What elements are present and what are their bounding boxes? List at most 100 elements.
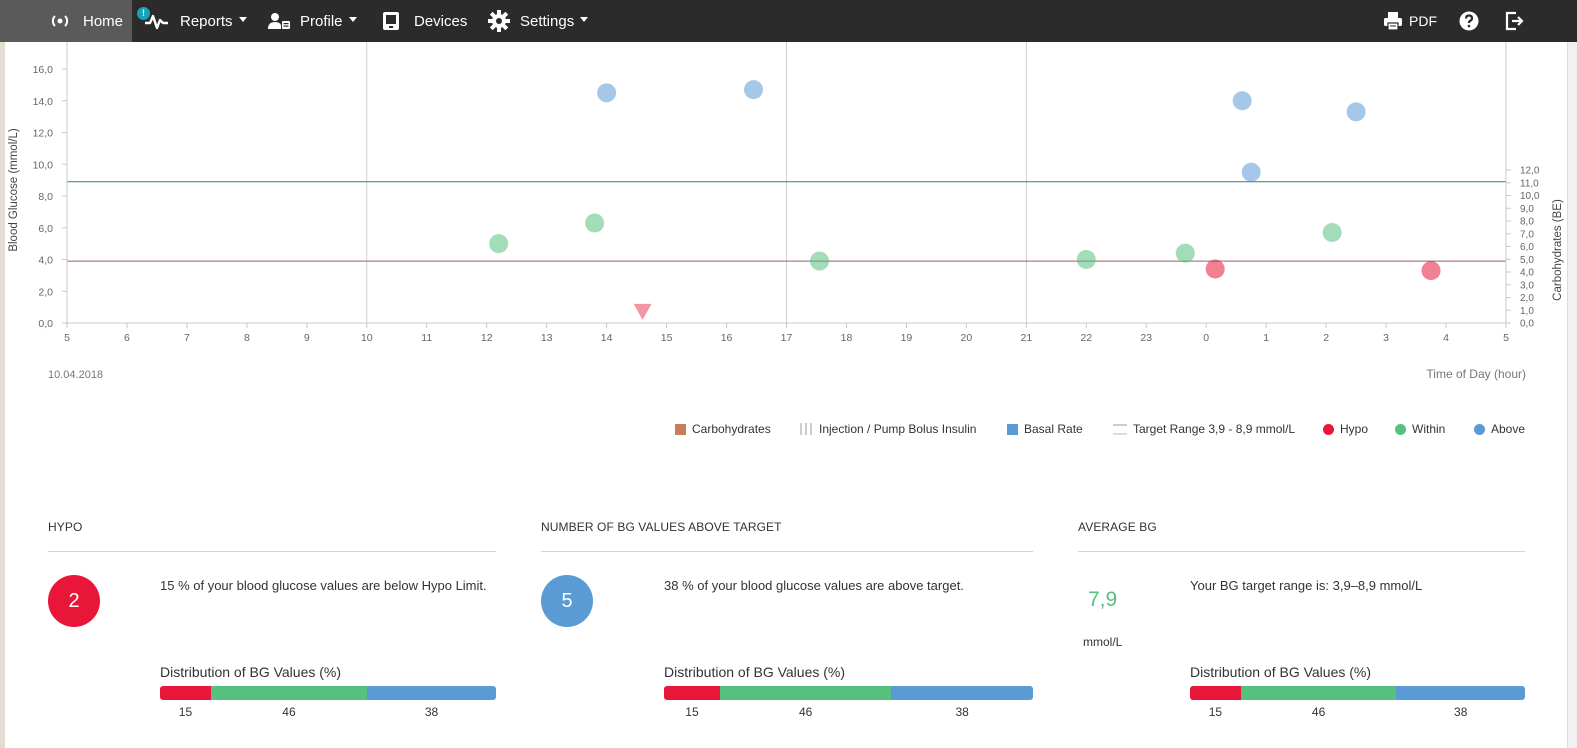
distribution-segment-within <box>210 686 368 700</box>
nav-reports-label: Reports <box>180 12 233 30</box>
y-tick-label-left: 2,0 <box>38 286 53 298</box>
legend-item-label: Carbohydrates <box>692 422 771 436</box>
nav-home[interactable]: Home <box>0 0 132 42</box>
x-tick-label: 23 <box>1140 332 1152 344</box>
bg-point-hypo <box>1421 261 1441 281</box>
distribution-above-value: 38 <box>424 705 439 719</box>
y-tick-label-right: 7,0 <box>1520 229 1534 240</box>
above-count-badge: 5 <box>541 575 593 627</box>
above-dot-icon <box>1474 423 1485 435</box>
x-tick-label: 11 <box>421 332 432 344</box>
distribution-bar <box>664 686 1033 700</box>
above-card-title: NUMBER OF BG VALUES ABOVE TARGET <box>541 520 782 534</box>
nav-settings[interactable]: Settings <box>488 0 589 42</box>
nav-reports[interactable]: Reports <box>144 0 247 42</box>
legend-item: Within <box>1395 421 1445 437</box>
legend-item: Target Range 3,9 - 8,9 mmol/L <box>1113 421 1295 437</box>
y-tick-label-left: 0,0 <box>38 318 53 330</box>
legend-item-label: Basal Rate <box>1024 422 1083 436</box>
distribution-segment-above <box>367 686 496 700</box>
x-tick-label: 21 <box>1020 332 1032 344</box>
x-tick-label: 12 <box>481 332 493 344</box>
chevron-down-icon <box>238 16 247 22</box>
divider <box>1078 551 1525 552</box>
x-tick-label: 3 <box>1383 332 1389 344</box>
pdf-button[interactable]: PDF <box>1383 0 1437 42</box>
distribution-within-value: 46 <box>282 705 296 719</box>
y-tick-label-left: 14,0 <box>33 96 54 108</box>
y-tick-label-right: 5,0 <box>1520 255 1534 266</box>
distribution-hypo-value: 15 <box>178 705 193 719</box>
bg-point-above <box>1241 162 1261 182</box>
average-bg-card: AVERAGE BG 7,9 mmol/L Your BG target ran… <box>1078 520 1525 719</box>
bolus-bars-icon <box>800 423 812 435</box>
distribution-bar <box>1190 686 1525 700</box>
bg-point-within <box>809 251 829 271</box>
y-tick-label-right: 1,0 <box>1520 306 1534 317</box>
distribution-label: Distribution of BG Values (%) <box>664 664 846 680</box>
legend-item: Injection / Pump Bolus Insulin <box>799 421 976 437</box>
legend-item-label: Hypo <box>1340 422 1369 436</box>
bg-point-above <box>744 80 764 100</box>
nav-devices[interactable]: Devices <box>382 0 467 42</box>
nav-settings-label: Settings <box>520 12 575 30</box>
chevron-down-icon <box>348 16 357 22</box>
legend-item-label: Target Range 3,9 - 8,9 mmol/L <box>1133 422 1296 436</box>
nav-profile[interactable]: Profile <box>268 0 357 42</box>
device-icon <box>383 12 399 30</box>
bg-point-hypo <box>1205 259 1225 279</box>
y-axis-label-right: Carbohydrates (BE) <box>1552 199 1564 301</box>
page-scrollbar[interactable] <box>1567 42 1577 748</box>
y-tick-label-right: 10,0 <box>1520 191 1540 202</box>
bolus-marker <box>633 303 652 320</box>
y-tick-label-right: 8,0 <box>1520 217 1534 228</box>
logout-icon <box>1505 11 1524 31</box>
x-tick-label: 16 <box>721 332 733 344</box>
x-tick-label: 5 <box>1503 332 1509 344</box>
bg-point-within <box>1175 243 1195 263</box>
legend-item-label: Above <box>1491 422 1526 436</box>
x-tick-label: 5 <box>64 332 70 344</box>
y-tick-label-left: 8,0 <box>38 191 53 203</box>
y-tick-label-right: 4,0 <box>1520 268 1534 279</box>
x-tick-label: 22 <box>1080 332 1092 344</box>
logout-button[interactable] <box>1505 0 1525 42</box>
activity-chart-icon <box>145 14 168 30</box>
basal-rate-square-icon <box>1007 423 1018 435</box>
distribution-within-value: 46 <box>1311 705 1326 719</box>
y-tick-label-right: 3,0 <box>1520 280 1534 291</box>
x-tick-label: 20 <box>961 332 973 344</box>
carbohydrates-square-icon <box>675 423 686 435</box>
distribution-segment-within <box>1240 686 1397 700</box>
target-range-line-icon <box>1113 424 1127 435</box>
help-button[interactable] <box>1459 0 1479 42</box>
user-card-icon <box>268 13 290 29</box>
above-description: 38 % of your blood glucose values are ab… <box>664 578 964 593</box>
legend-item-label: Injection / Pump Bolus Insulin <box>819 422 977 436</box>
nav-devices-label: Devices <box>414 12 468 30</box>
divider <box>541 551 1033 552</box>
bg-point-within <box>1322 223 1342 243</box>
hypo-count-badge: 2 <box>48 575 100 627</box>
y-tick-label-left: 12,0 <box>33 128 54 140</box>
y-tick-label-left: 10,0 <box>33 159 54 171</box>
legend-item: Hypo <box>1323 421 1368 437</box>
within-dot-icon <box>1395 423 1406 435</box>
average-bg-unit: mmol/L <box>1083 635 1123 649</box>
distribution-within-value: 46 <box>798 705 813 719</box>
hypo-card: HYPO 2 15 % of your blood glucose values… <box>48 520 496 719</box>
y-tick-label-right: 0,0 <box>1520 319 1534 330</box>
bg-point-above <box>597 83 617 103</box>
nav-home-label: Home <box>83 12 124 30</box>
distribution-segment-above <box>891 686 1033 700</box>
distribution-segment-hypo <box>160 686 211 700</box>
x-tick-label: 17 <box>781 332 793 344</box>
bg-point-above <box>1346 102 1366 122</box>
x-tick-label: 18 <box>841 332 853 344</box>
legend-item: Above <box>1474 421 1525 437</box>
y-tick-label-left: 16,0 <box>33 64 54 76</box>
x-tick-label: 15 <box>661 332 673 344</box>
x-tick-label: 10 <box>361 332 373 344</box>
x-tick-label: 13 <box>541 332 553 344</box>
distribution-segment-hypo <box>664 686 720 700</box>
